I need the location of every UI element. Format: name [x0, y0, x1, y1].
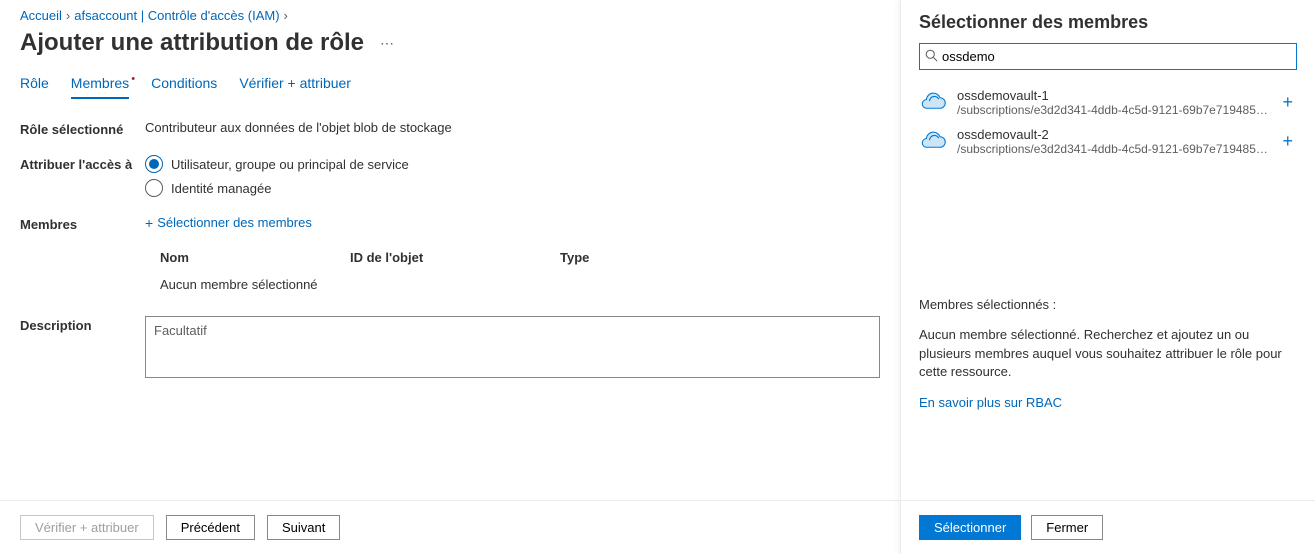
search-results: ossdemovault-1 /subscriptions/e3d2d341-4…	[919, 84, 1297, 160]
select-button[interactable]: Sélectionner	[919, 515, 1021, 540]
description-input[interactable]	[145, 316, 880, 378]
breadcrumb-item-resource[interactable]: afsaccount | Contrôle d'accès (IAM)	[74, 8, 279, 23]
result-name: ossdemovault-1	[957, 88, 1268, 103]
table-empty-row: Aucun membre sélectionné	[160, 271, 880, 298]
more-actions-icon[interactable]: ⋯	[376, 31, 398, 56]
member-search-input[interactable]	[919, 43, 1297, 70]
select-members-label: Sélectionner des membres	[157, 215, 312, 230]
main-area: Accueil › afsaccount | Contrôle d'accès …	[0, 0, 900, 554]
page-title: Ajouter une attribution de rôle	[20, 29, 364, 57]
radio-icon	[145, 179, 163, 197]
select-members-panel: Sélectionner des membres ossdemovault-1 …	[900, 0, 1315, 554]
breadcrumb-item-home[interactable]: Accueil	[20, 8, 62, 23]
breadcrumb-sep-icon: ›	[66, 8, 70, 23]
result-name: ossdemovault-2	[957, 127, 1268, 142]
previous-button[interactable]: Précédent	[166, 515, 255, 540]
panel-title: Sélectionner des membres	[919, 12, 1297, 33]
breadcrumb: Accueil › afsaccount | Contrôle d'accès …	[20, 8, 880, 23]
label-selected-role: Rôle sélectionné	[20, 120, 145, 137]
tab-members[interactable]: Membres•	[71, 75, 129, 99]
tab-label: Vérifier + attribuer	[239, 75, 351, 91]
radio-label: Utilisateur, groupe ou principal de serv…	[171, 157, 409, 172]
cloud-app-icon	[919, 89, 947, 117]
selected-members-help: Aucun membre sélectionné. Recherchez et …	[919, 326, 1297, 381]
members-table: Nom ID de l'objet Type Aucun membre séle…	[160, 244, 880, 298]
tab-label: Membres	[71, 75, 129, 91]
required-indicator-icon: •	[131, 73, 135, 85]
verify-assign-button: Vérifier + attribuer	[20, 515, 154, 540]
tab-role[interactable]: Rôle	[20, 75, 49, 99]
value-selected-role: Contributeur aux données de l'objet blob…	[145, 120, 880, 135]
radio-user-group-sp[interactable]: Utilisateur, groupe ou principal de serv…	[145, 155, 880, 173]
tab-conditions[interactable]: Conditions	[151, 75, 217, 99]
label-assign-access: Attribuer l'accès à	[20, 155, 145, 172]
tab-label: Rôle	[20, 75, 49, 91]
next-button[interactable]: Suivant	[267, 515, 340, 540]
radio-managed-identity[interactable]: Identité managée	[145, 179, 880, 197]
label-members: Membres	[20, 215, 145, 232]
radio-icon	[145, 155, 163, 173]
result-item[interactable]: ossdemovault-1 /subscriptions/e3d2d341-4…	[919, 84, 1297, 121]
panel-footer: Sélectionner Fermer	[901, 500, 1315, 554]
table-header-type: Type	[560, 250, 880, 265]
tab-review[interactable]: Vérifier + attribuer	[239, 75, 351, 99]
table-header-name: Nom	[160, 250, 350, 265]
add-icon[interactable]: +	[1278, 131, 1297, 152]
breadcrumb-sep-icon: ›	[284, 8, 288, 23]
add-icon[interactable]: +	[1278, 92, 1297, 113]
wizard-footer: Vérifier + attribuer Précédent Suivant	[0, 500, 900, 554]
assign-access-radio-group: Utilisateur, groupe ou principal de serv…	[145, 155, 880, 197]
table-header-object-id: ID de l'objet	[350, 250, 560, 265]
select-members-link[interactable]: + Sélectionner des membres	[145, 215, 312, 230]
close-button[interactable]: Fermer	[1031, 515, 1103, 540]
label-description: Description	[20, 316, 145, 333]
radio-label: Identité managée	[171, 181, 271, 196]
cloud-app-icon	[919, 128, 947, 156]
result-subtitle: /subscriptions/e3d2d341-4ddb-4c5d-9121-6…	[957, 142, 1268, 156]
search-icon	[925, 49, 938, 65]
tab-label: Conditions	[151, 75, 217, 91]
result-item[interactable]: ossdemovault-2 /subscriptions/e3d2d341-4…	[919, 123, 1297, 160]
tabs: Rôle Membres• Conditions Vérifier + attr…	[20, 75, 880, 100]
selected-members-heading: Membres sélectionnés :	[919, 297, 1297, 312]
result-subtitle: /subscriptions/e3d2d341-4ddb-4c5d-9121-6…	[957, 103, 1268, 117]
rbac-learn-more-link[interactable]: En savoir plus sur RBAC	[919, 395, 1062, 410]
plus-icon: +	[145, 216, 153, 230]
